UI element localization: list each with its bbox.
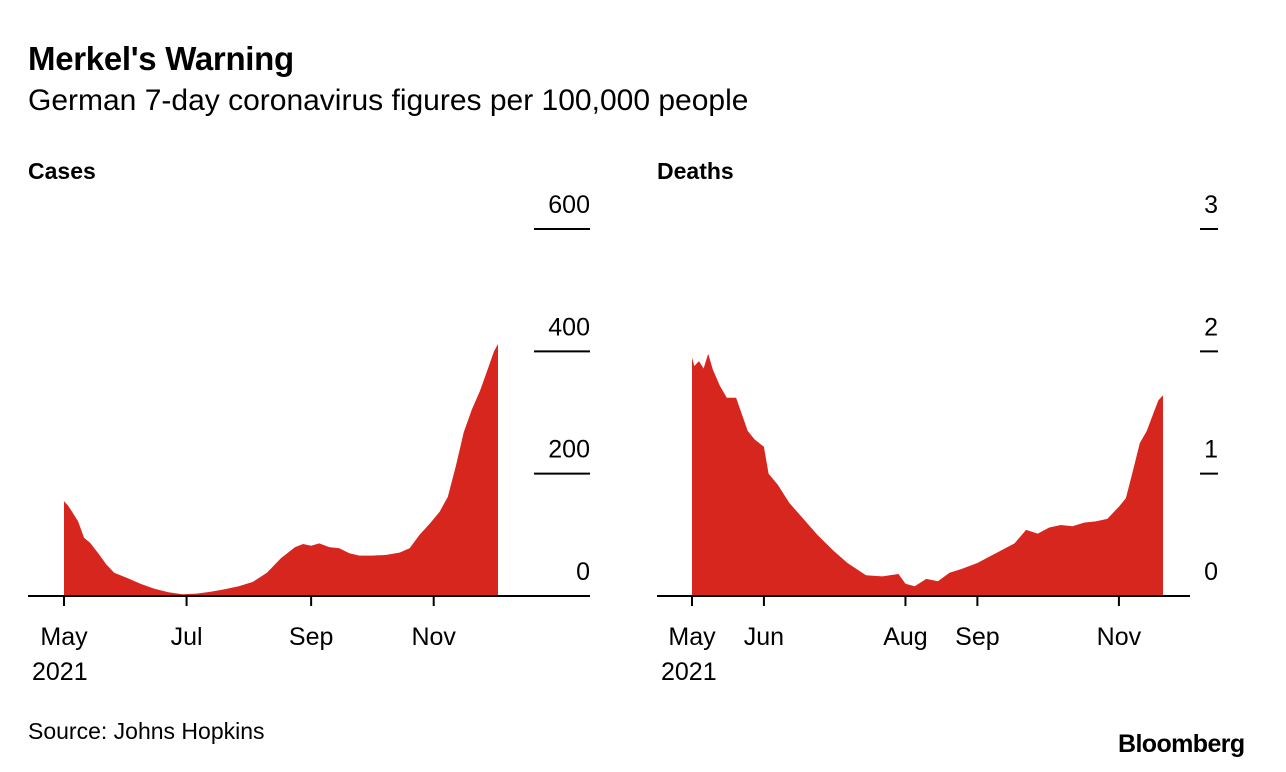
chart-title: Merkel's Warning	[28, 40, 294, 77]
deaths-y-tick-label: 2	[1204, 313, 1218, 341]
cases-y-tick-label: 0	[576, 558, 590, 586]
cases-x-year-label: 2021	[32, 658, 88, 686]
source-note: Source: Johns Hopkins	[28, 718, 265, 744]
cases-y-tick-label: 200	[548, 436, 590, 464]
deaths-panel-title: Deaths	[657, 158, 734, 184]
deaths-x-year-label: 2021	[661, 658, 717, 686]
deaths-x-tick-label: Aug	[883, 623, 927, 651]
deaths-y-tick-label: 3	[1204, 191, 1218, 219]
cases-y-tick-label: 400	[548, 313, 590, 341]
bloomberg-logo: Bloomberg	[1118, 730, 1245, 758]
deaths-x-tick-label: Jun	[744, 623, 784, 651]
deaths-area-series	[692, 353, 1163, 596]
deaths-x-tick-label: Nov	[1097, 623, 1142, 651]
cases-panel-title: Cases	[28, 158, 96, 184]
cases-x-tick-label: May	[40, 623, 88, 651]
deaths-x-tick-label: Sep	[955, 623, 999, 651]
chart-subtitle: German 7-day coronavirus figures per 100…	[28, 84, 749, 117]
deaths-y-tick-label: 1	[1204, 436, 1218, 464]
cases-x-tick-label: Sep	[289, 623, 333, 651]
cases-x-tick-label: Jul	[171, 623, 203, 651]
cases-y-tick-label: 600	[548, 191, 590, 219]
deaths-x-tick-label: May	[668, 623, 716, 651]
cases-area-series	[64, 344, 498, 596]
deaths-y-tick-label: 0	[1204, 558, 1218, 586]
cases-x-tick-label: Nov	[411, 623, 456, 651]
